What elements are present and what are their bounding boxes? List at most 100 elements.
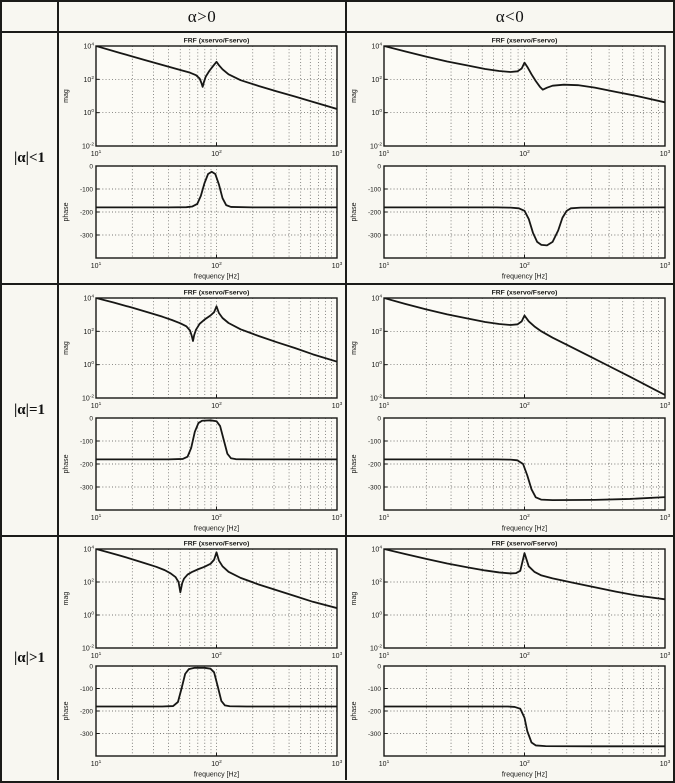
svg-text:-300: -300 (80, 731, 93, 738)
svg-text:100: 100 (372, 360, 383, 369)
svg-text:101: 101 (379, 651, 390, 660)
svg-text:phase: phase (63, 454, 70, 473)
svg-text:-200: -200 (80, 709, 93, 716)
svg-text:101: 101 (379, 513, 390, 522)
svg-text:frequency [Hz]: frequency [Hz] (194, 772, 239, 779)
svg-text:102: 102 (372, 327, 383, 336)
svg-text:100: 100 (84, 360, 95, 369)
svg-text:104: 104 (84, 294, 95, 303)
svg-text:FRF (xservo/Fservo): FRF (xservo/Fservo) (492, 38, 558, 45)
corner-cell (2, 2, 57, 31)
svg-text:10-2: 10-2 (82, 394, 94, 403)
svg-text:phase: phase (63, 701, 70, 720)
svg-text:102: 102 (519, 759, 530, 768)
svg-text:mag: mag (351, 341, 358, 355)
svg-text:FRF (xservo/Fservo): FRF (xservo/Fservo) (184, 38, 250, 45)
svg-text:104: 104 (372, 294, 383, 303)
svg-text:101: 101 (379, 401, 390, 410)
svg-text:102: 102 (519, 513, 530, 522)
cell-alpha-negative-gt-1: 104 102 100 10-2 101 102 103 FRF (xservo/Fservo… (345, 535, 673, 780)
svg-text:-200: -200 (368, 461, 381, 468)
svg-text:frequency [Hz]: frequency [Hz] (194, 525, 239, 532)
svg-text:-100: -100 (80, 686, 93, 693)
svg-text:104: 104 (372, 42, 383, 51)
svg-text:mag: mag (63, 341, 70, 355)
svg-text:103: 103 (660, 149, 671, 158)
svg-text:102: 102 (519, 651, 530, 660)
svg-text:102: 102 (84, 75, 95, 84)
svg-text:-200: -200 (368, 709, 381, 716)
svg-text:0: 0 (89, 664, 93, 671)
svg-text:103: 103 (332, 401, 343, 410)
cell-alpha-negative-lt-1: 104 102 100 10-2 101 102 103 FRF (xservo/Fservo… (345, 31, 673, 283)
svg-text:103: 103 (660, 401, 671, 410)
svg-text:103: 103 (660, 651, 671, 660)
svg-text:103: 103 (660, 513, 671, 522)
svg-text:104: 104 (84, 545, 95, 554)
svg-text:10-2: 10-2 (82, 644, 94, 653)
svg-text:mag: mag (63, 592, 70, 606)
svg-text:mag: mag (63, 89, 70, 103)
bode-phase-plot: 0 -100 -200 -300 101 102 103 phase frequency [Hz… (351, 163, 671, 280)
svg-text:-100: -100 (368, 438, 381, 445)
svg-text:10-2: 10-2 (370, 142, 382, 151)
svg-text:10-2: 10-2 (82, 142, 94, 151)
svg-text:-200: -200 (80, 209, 93, 216)
svg-text:FRF (xservo/Fservo): FRF (xservo/Fservo) (492, 290, 558, 297)
bode-phase-plot: 0 -100 -200 -300 101 102 103 phase frequency [Hz… (351, 415, 671, 532)
svg-text:-300: -300 (80, 232, 93, 239)
svg-text:103: 103 (332, 261, 343, 270)
svg-text:104: 104 (372, 545, 383, 554)
svg-text:102: 102 (211, 149, 222, 158)
svg-text:-100: -100 (368, 186, 381, 193)
svg-text:-300: -300 (80, 484, 93, 491)
bode-phase-plot: 0 -100 -200 -300 101 102 103 phase frequency [Hz… (351, 664, 671, 779)
svg-text:FRF (xservo/Fservo): FRF (xservo/Fservo) (184, 290, 250, 297)
row-header-abs-alpha-eq-1: |α|=1 (2, 283, 57, 535)
svg-text:102: 102 (372, 75, 383, 84)
svg-text:102: 102 (519, 149, 530, 158)
svg-text:phase: phase (351, 202, 358, 221)
svg-text:-200: -200 (80, 461, 93, 468)
svg-text:101: 101 (91, 401, 102, 410)
col-header-alpha-negative: α<0 (345, 2, 673, 31)
svg-text:100: 100 (84, 611, 95, 620)
svg-text:102: 102 (84, 578, 95, 587)
svg-text:10-2: 10-2 (370, 644, 382, 653)
svg-text:0: 0 (377, 163, 381, 170)
svg-text:mag: mag (351, 592, 358, 606)
svg-text:103: 103 (332, 651, 343, 660)
svg-text:102: 102 (519, 401, 530, 410)
svg-text:102: 102 (211, 401, 222, 410)
bode-phase-plot: 0 -100 -200 -300 101 102 103 phase frequency [Hz… (63, 664, 343, 779)
svg-text:0: 0 (377, 415, 381, 422)
cell-alpha-positive-gt-1: 104 102 100 10-2 101 102 103 FRF (xservo/Fservo… (57, 535, 345, 780)
svg-text:-100: -100 (80, 438, 93, 445)
svg-text:0: 0 (377, 664, 381, 671)
svg-text:101: 101 (91, 759, 102, 768)
svg-text:101: 101 (379, 759, 390, 768)
svg-text:frequency [Hz]: frequency [Hz] (502, 525, 547, 532)
col-header-alpha-positive: α>0 (57, 2, 345, 31)
svg-text:103: 103 (332, 149, 343, 158)
svg-text:100: 100 (84, 108, 95, 117)
svg-text:100: 100 (372, 108, 383, 117)
svg-text:101: 101 (91, 513, 102, 522)
bode-phase-plot: 0 -100 -200 -300 101 102 103 phase frequency [Hz… (63, 163, 343, 280)
svg-text:frequency [Hz]: frequency [Hz] (502, 772, 547, 779)
svg-text:104: 104 (84, 42, 95, 51)
svg-text:102: 102 (211, 759, 222, 768)
svg-text:102: 102 (84, 327, 95, 336)
cell-alpha-positive-lt-1: 104 102 100 10-2 101 102 103 FRF (xservo/Fservo… (57, 31, 345, 283)
bode-phase-plot: 0 -100 -200 -300 101 102 103 phase frequency [Hz… (63, 415, 343, 532)
svg-text:FRF (xservo/Fservo): FRF (xservo/Fservo) (184, 541, 250, 548)
svg-text:FRF (xservo/Fservo): FRF (xservo/Fservo) (492, 541, 558, 548)
svg-text:phase: phase (351, 701, 358, 720)
svg-text:-300: -300 (368, 731, 381, 738)
